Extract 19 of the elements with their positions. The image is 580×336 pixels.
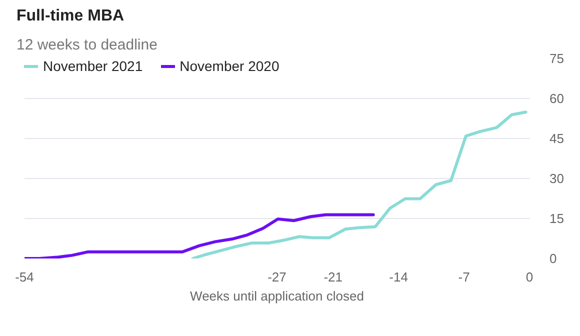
- y-tick-label: 0: [550, 251, 557, 266]
- x-tick-label: -54: [15, 270, 34, 284]
- y-tick-label: 45: [550, 131, 564, 146]
- y-tick-label: 60: [550, 91, 564, 106]
- x-tick-label: -27: [268, 270, 286, 284]
- x-tick-label: -7: [458, 270, 470, 284]
- x-tick-label: -21: [324, 270, 343, 284]
- x-tick-label: -14: [389, 270, 408, 284]
- legend-label: November 2021: [43, 58, 143, 74]
- legend-label: November 2020: [180, 58, 280, 74]
- y-tick-label: 30: [550, 171, 564, 186]
- y-tick-label: 15: [550, 211, 564, 226]
- chart-subtitle: 12 weeks to deadline: [16, 36, 158, 54]
- y-tick-label: 75: [550, 51, 564, 66]
- x-axis-title: Weeks until application closed: [190, 288, 364, 304]
- chart-title: Full-time MBA: [16, 8, 124, 24]
- line-series: [191, 110, 528, 258]
- x-tick-label: 0: [526, 270, 534, 284]
- line-series: [24, 213, 375, 258]
